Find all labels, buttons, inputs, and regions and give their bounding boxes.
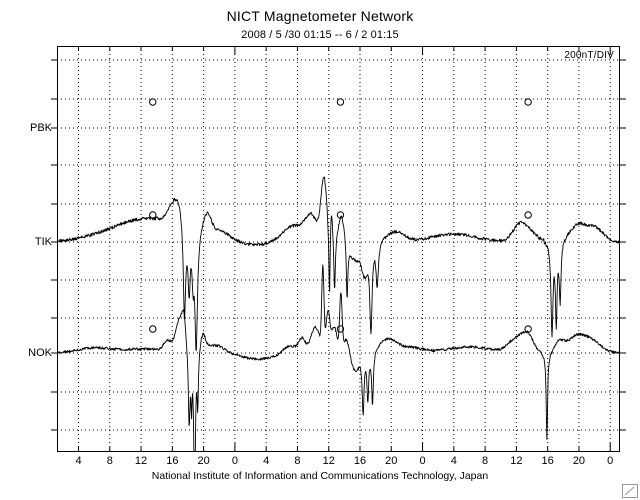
x-axis-hour-labels: 4 8 12 16 20 0 4 8 12 16 20 0 4 8 12 16 20 0 <box>57 453 620 473</box>
x-axis-tick-label: 0 <box>231 455 238 467</box>
x-axis-tick-label: 8 <box>106 455 113 467</box>
marker-tik <box>149 211 157 219</box>
x-axis-tick-label: 0 <box>419 455 426 467</box>
trace-group <box>57 176 620 452</box>
resize-grip-icon <box>622 484 638 498</box>
marker-nok <box>149 325 157 333</box>
time-range-subtitle: 2008 / 5 /30 01:15 -- 6 / 2 01:15 <box>241 29 399 41</box>
x-axis-tick-label: 16 <box>541 455 554 467</box>
x-axis-tick-label: 0 <box>607 455 614 467</box>
plot-frame <box>57 46 620 452</box>
trace-nok <box>57 264 620 452</box>
x-axis-tick-label: 12 <box>510 455 523 467</box>
trace-tik <box>57 176 620 351</box>
page-title: NICT Magnetometer Network <box>226 8 414 24</box>
marker-pbk <box>149 98 157 106</box>
marker-pbk <box>524 98 532 106</box>
chart-canvas <box>57 46 620 452</box>
x-axis-tick-label: 8 <box>294 455 301 467</box>
x-axis-tick-label: 20 <box>197 455 210 467</box>
x-axis-tick-label: 16 <box>166 455 179 467</box>
x-axis-tick-label: 16 <box>353 455 367 467</box>
y-axis-station-labels: PBK TIK NOK <box>0 46 52 452</box>
scale-label: 200nT/DIV <box>564 50 614 61</box>
x-axis-tick-label: 20 <box>572 455 586 467</box>
event-markers <box>149 98 532 333</box>
y-axis-label-tik: TIK <box>34 236 52 248</box>
x-axis-tick-label: 12 <box>134 455 148 467</box>
credit-footer: National Institute of Information and Co… <box>151 470 489 482</box>
y-axis-label-nok: NOK <box>28 347 52 359</box>
x-axis-tick-label: 12 <box>322 455 335 467</box>
x-axis-tick-label: 4 <box>450 455 457 467</box>
x-axis-tick-label: 20 <box>385 455 398 467</box>
y-axis-label-pbk: PBK <box>29 122 52 134</box>
marker-tik <box>336 211 345 219</box>
marker-nok <box>336 325 345 333</box>
x-axis-tick-label: 8 <box>482 455 489 467</box>
x-axis-tick-label: 4 <box>75 455 82 467</box>
marker-tik <box>524 211 532 219</box>
plot-area: 200nT/DIV <box>57 46 620 452</box>
marker-nok <box>524 325 532 333</box>
marker-pbk <box>336 98 345 106</box>
x-axis-tick-label: 4 <box>263 455 270 467</box>
